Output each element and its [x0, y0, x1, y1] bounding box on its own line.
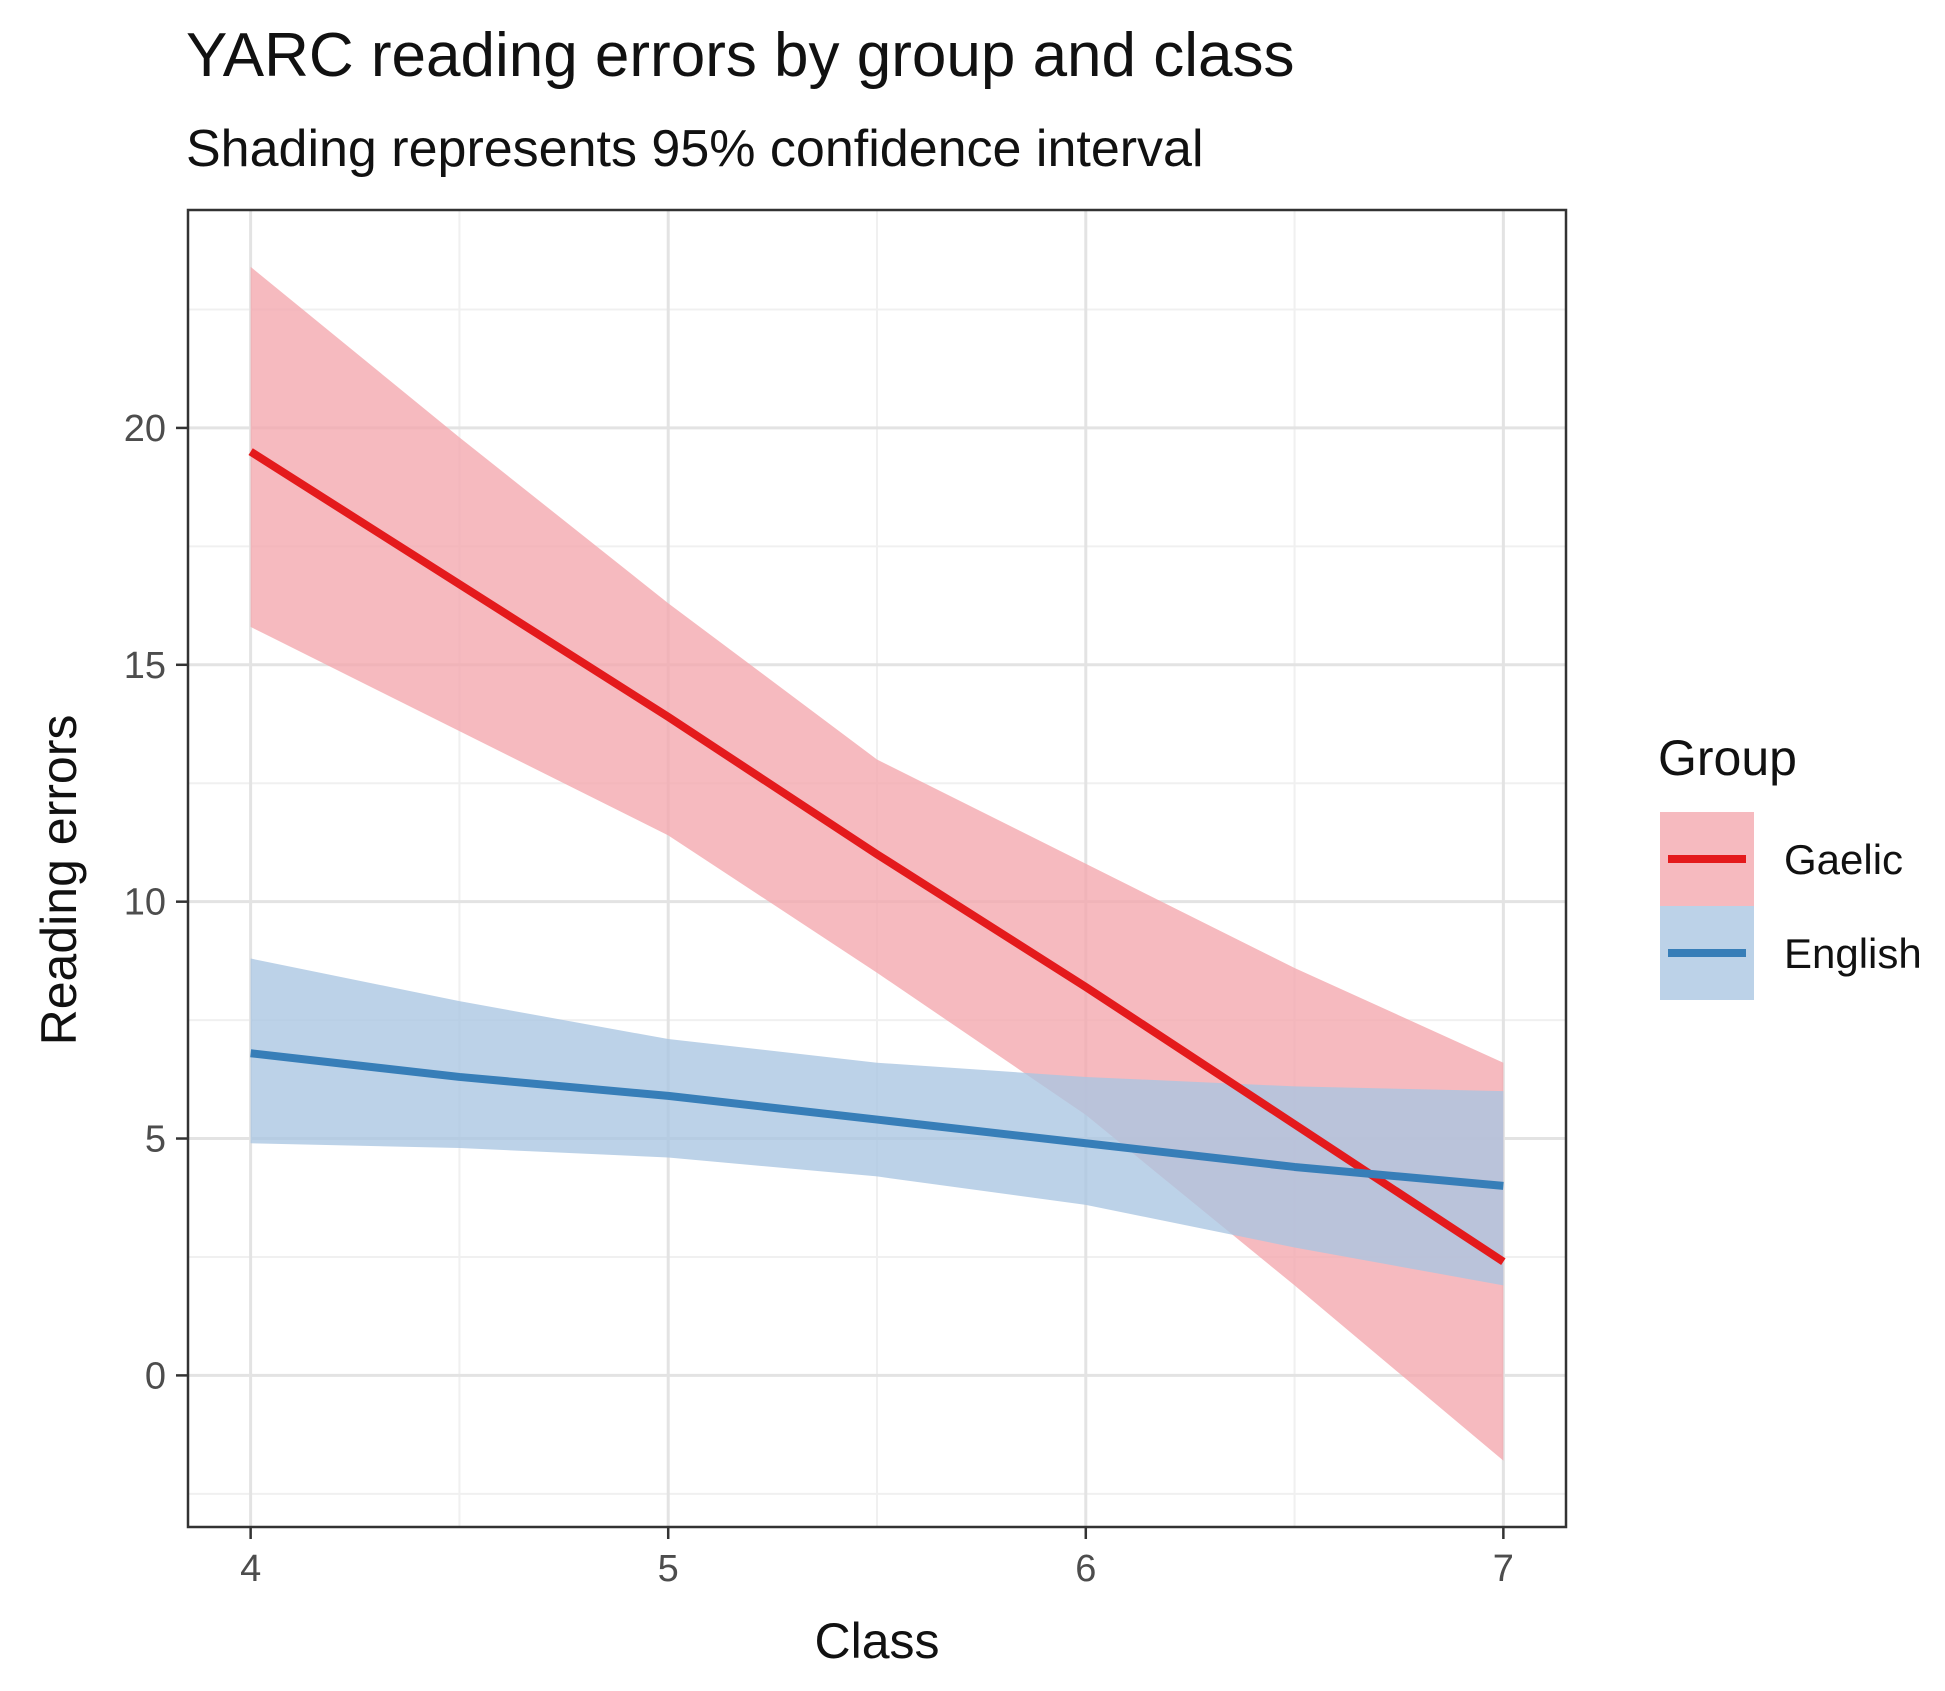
y-axis-title: Reading errors	[31, 715, 87, 1046]
series-line-english	[250, 1049, 1504, 1190]
y-tick-label: 15	[124, 645, 166, 687]
y-tick-label: 10	[124, 882, 166, 924]
plot-border	[186, 208, 1568, 1529]
chart-title: YARC reading errors by group and class	[186, 21, 1295, 90]
panel-border-rect	[186, 208, 1568, 1529]
x-tick-label: 6	[1075, 1548, 1096, 1590]
y-tick-label: 20	[124, 408, 166, 450]
legend-title: Group	[1658, 730, 1797, 786]
x-axis-title: Class	[814, 1613, 939, 1669]
legend: Group Gaelic English	[1658, 730, 1922, 1000]
x-tick-label: 7	[1493, 1548, 1514, 1590]
y-tick-label: 0	[145, 1355, 166, 1397]
x-tick-label: 4	[240, 1548, 261, 1590]
legend-label-english: English	[1784, 930, 1922, 977]
series-lines	[248, 448, 1506, 1266]
x-tick-label: 5	[658, 1548, 679, 1590]
series-line-gaelic	[248, 448, 1506, 1266]
legend-label-gaelic: Gaelic	[1784, 836, 1903, 883]
x-axis: 4 5 6 7	[240, 1527, 1514, 1590]
y-axis: 0 5 10 15 20	[124, 408, 188, 1397]
y-tick-label: 5	[145, 1119, 166, 1161]
chart-subtitle: Shading represents 95% confidence interv…	[186, 120, 1204, 178]
